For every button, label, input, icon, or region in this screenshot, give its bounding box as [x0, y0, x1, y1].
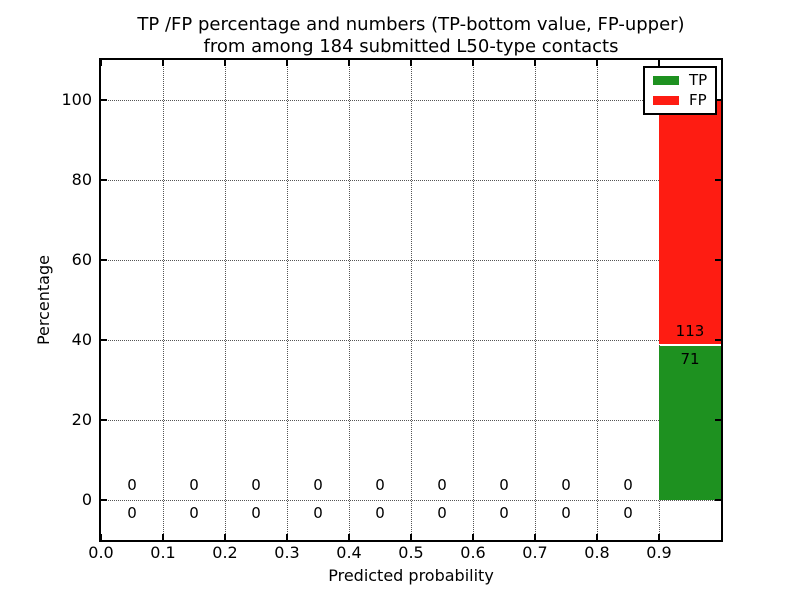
- fp-color-swatch: [653, 96, 679, 105]
- y-tick-right: [715, 339, 721, 341]
- chart-title: TP /FP percentage and numbers (TP-bottom…: [101, 14, 721, 58]
- x-gridline: [472, 60, 474, 540]
- tp-bar: [659, 345, 721, 500]
- x-tick-top: [224, 60, 226, 66]
- fp-count-label: 0: [375, 476, 385, 494]
- y-tick-label: 60: [71, 250, 92, 269]
- x-axis-label: Predicted probability: [328, 566, 494, 585]
- fp-count-label: 0: [313, 476, 323, 494]
- fp-bar: [659, 100, 721, 344]
- tp-legend-label: TP: [689, 71, 708, 89]
- y-tick-label: 80: [71, 170, 92, 189]
- fp-count-label: 0: [127, 476, 137, 494]
- y-tick-left: [101, 499, 107, 501]
- x-tick-bottom: [472, 534, 474, 540]
- x-gridline: [596, 60, 598, 540]
- x-tick-top: [658, 60, 660, 66]
- legend-entry-tp: TP: [653, 73, 707, 88]
- x-gridline: [534, 60, 536, 540]
- fp-count-label: 0: [437, 476, 447, 494]
- tp-count-label: 0: [499, 504, 509, 522]
- x-tick-label: 0.2: [212, 543, 238, 562]
- fp-count-label: 0: [251, 476, 261, 494]
- x-tick-label: 0.5: [398, 543, 424, 562]
- fp-count-label: 0: [499, 476, 509, 494]
- x-tick-top: [596, 60, 598, 66]
- fp-count-label: 0: [189, 476, 199, 494]
- y-tick-label: 40: [71, 330, 92, 349]
- tp-count-label: 0: [127, 504, 137, 522]
- tp-count-label: 0: [437, 504, 447, 522]
- y-tick-right: [715, 419, 721, 421]
- x-gridline: [348, 60, 350, 540]
- fp-legend-label: FP: [689, 91, 707, 109]
- x-tick-top: [100, 60, 102, 66]
- y-tick-left: [101, 99, 107, 101]
- x-tick-label: 0.6: [460, 543, 486, 562]
- x-tick-bottom: [410, 534, 412, 540]
- x-tick-bottom: [348, 534, 350, 540]
- x-tick-bottom: [100, 534, 102, 540]
- y-tick-left: [101, 339, 107, 341]
- legend-entry-fp: FP: [653, 93, 707, 108]
- fp-count-label: 0: [623, 476, 633, 494]
- legend: TP FP: [643, 66, 718, 115]
- x-tick-label: 0.1: [150, 543, 176, 562]
- y-tick-right: [715, 499, 721, 501]
- x-gridline: [162, 60, 164, 540]
- chart-title-line1: TP /FP percentage and numbers (TP-bottom…: [137, 14, 685, 35]
- y-tick-right: [715, 179, 721, 181]
- x-tick-bottom: [596, 534, 598, 540]
- x-tick-top: [410, 60, 412, 66]
- y-tick-right: [715, 99, 721, 101]
- tp-color-swatch: [653, 76, 679, 85]
- y-tick-left: [101, 259, 107, 261]
- x-tick-top: [162, 60, 164, 66]
- y-tick-label: 0: [81, 490, 92, 509]
- chart-title-line2: from among 184 submitted L50-type contac…: [203, 36, 619, 57]
- x-gridline: [224, 60, 226, 540]
- x-tick-label: 0.7: [522, 543, 548, 562]
- fp-count-label: 113: [675, 321, 705, 340]
- x-tick-bottom: [534, 534, 536, 540]
- x-tick-label: 0.9: [646, 543, 672, 562]
- tp-count-label: 0: [623, 504, 633, 522]
- x-tick-bottom: [224, 534, 226, 540]
- x-tick-bottom: [162, 534, 164, 540]
- y-tick-label: 100: [61, 90, 92, 109]
- tp-count-label: 0: [313, 504, 323, 522]
- x-tick-top: [534, 60, 536, 66]
- fp-count-label: 0: [561, 476, 571, 494]
- x-tick-label: 0.3: [274, 543, 300, 562]
- plot-area: TP FP 0 0 0 0 0 0 0 0 0 0 0 0 0 0 0 0 0 0 113 71: [99, 58, 723, 542]
- y-tick-left: [101, 419, 107, 421]
- tp-count-label: 0: [251, 504, 261, 522]
- tp-count-label: 0: [375, 504, 385, 522]
- y-tick-right: [715, 259, 721, 261]
- x-gridline: [286, 60, 288, 540]
- x-tick-bottom: [658, 534, 660, 540]
- x-tick-top: [472, 60, 474, 66]
- x-tick-top: [286, 60, 288, 66]
- x-tick-label: 0.8: [584, 543, 610, 562]
- tp-count-label: 0: [561, 504, 571, 522]
- y-tick-label: 20: [71, 410, 92, 429]
- tp-count-label: 71: [680, 349, 700, 368]
- x-gridline: [410, 60, 412, 540]
- tp-count-label: 0: [189, 504, 199, 522]
- y-tick-left: [101, 179, 107, 181]
- y-axis-label: Percentage: [34, 255, 53, 346]
- x-tick-top: [348, 60, 350, 66]
- x-tick-label: 0.4: [336, 543, 362, 562]
- x-tick-bottom: [286, 534, 288, 540]
- x-tick-label: 0.0: [88, 543, 114, 562]
